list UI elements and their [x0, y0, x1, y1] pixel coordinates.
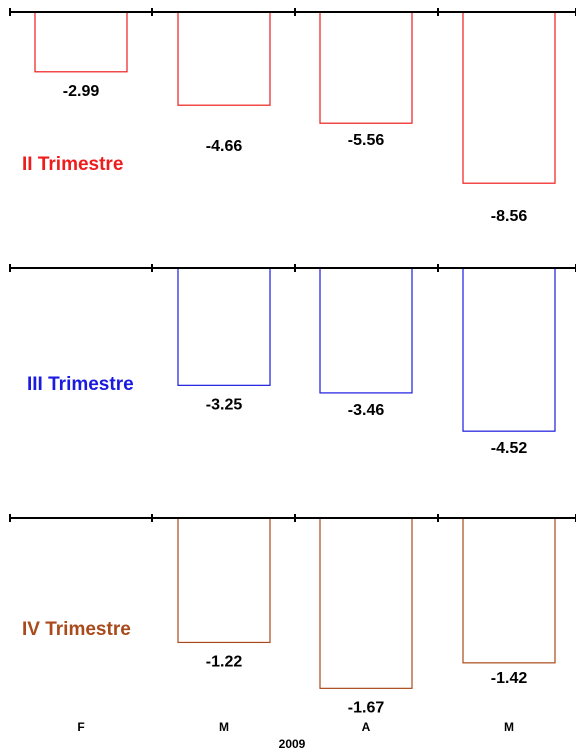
data-label: -8.56: [491, 208, 528, 225]
x-tick-label: M: [504, 720, 514, 734]
data-label: -4.52: [491, 440, 528, 457]
panel-2: -2.99 -4.66 -5.56 -8.56 II Trimestre: [9, 8, 576, 225]
bar: [462, 267, 556, 432]
bar: [319, 267, 413, 394]
bar: [319, 11, 413, 124]
bar: [34, 11, 128, 73]
bar: [462, 517, 556, 664]
panel-title: IV Trimestre: [22, 619, 131, 640]
panel-4: -1.22 -1.67 -1.42 IV Trimestre: [9, 514, 576, 716]
bar: [177, 267, 271, 386]
bar: [177, 11, 271, 106]
panel-title: III Trimestre: [27, 374, 134, 395]
panel-3: -3.25 -3.46 -4.52 III Trimestre: [9, 264, 576, 457]
data-label: -3.25: [206, 396, 243, 413]
bar: [462, 11, 556, 184]
panel-title: II Trimestre: [22, 154, 123, 175]
x-axis-label: 2009: [279, 737, 306, 751]
data-label: -1.22: [206, 653, 243, 670]
data-label: -3.46: [348, 402, 385, 419]
data-label: -1.42: [491, 670, 528, 687]
data-label: -5.56: [348, 132, 385, 149]
x-tick-label: F: [77, 720, 84, 734]
data-label: -1.67: [348, 699, 385, 716]
data-label: -2.99: [63, 83, 100, 100]
bar: [319, 517, 413, 689]
x-tick-label: A: [362, 720, 371, 734]
data-label: -4.66: [206, 138, 243, 155]
bar: [177, 517, 271, 644]
x-tick-label: M: [219, 720, 229, 734]
